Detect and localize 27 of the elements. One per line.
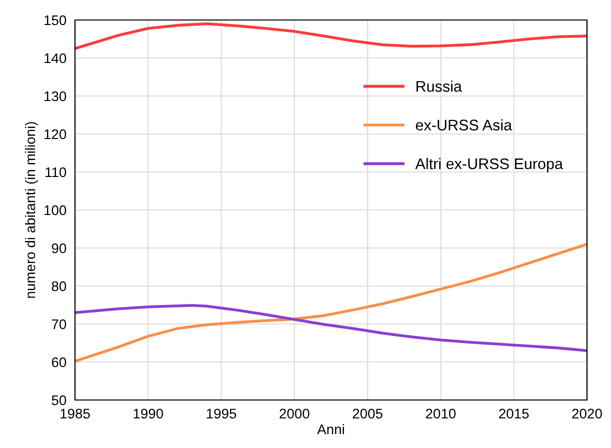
legend-label: Russia <box>416 80 462 92</box>
y-tick-label: 90 <box>52 243 66 254</box>
y-tick-label: 150 <box>44 15 66 26</box>
y-tick-label: 70 <box>52 319 66 330</box>
x-tick-label: 2020 <box>572 408 602 419</box>
y-tick-label: 50 <box>52 395 66 406</box>
x-tick-label: 1995 <box>206 408 236 419</box>
x-tick-label: 2015 <box>499 408 529 419</box>
x-axis-title: Anni <box>317 424 344 434</box>
y-axis-title: numero di abitanti (in milioni) <box>24 122 38 298</box>
y-tick-label: 140 <box>44 53 66 64</box>
y-tick-label: 110 <box>46 167 66 178</box>
line-series <box>75 22 587 50</box>
x-tick-label: 1990 <box>134 408 164 419</box>
y-tick-label: 80 <box>52 281 66 292</box>
y-tick-label: 130 <box>44 91 66 102</box>
x-tick-label: 2000 <box>280 408 310 419</box>
y-tick-label: 120 <box>44 129 66 140</box>
legend-label: ex-URSS Asia <box>416 119 512 130</box>
line-series <box>75 242 587 363</box>
y-tick-label: 60 <box>52 357 66 368</box>
x-tick-label: 1985 <box>60 408 90 419</box>
y-tick-label: 100 <box>44 205 66 216</box>
x-tick-label: 2010 <box>426 408 456 419</box>
legend-label: Altri ex-URSS Europa <box>415 158 564 172</box>
x-tick-label: 2005 <box>352 408 382 419</box>
line-series <box>75 304 587 352</box>
